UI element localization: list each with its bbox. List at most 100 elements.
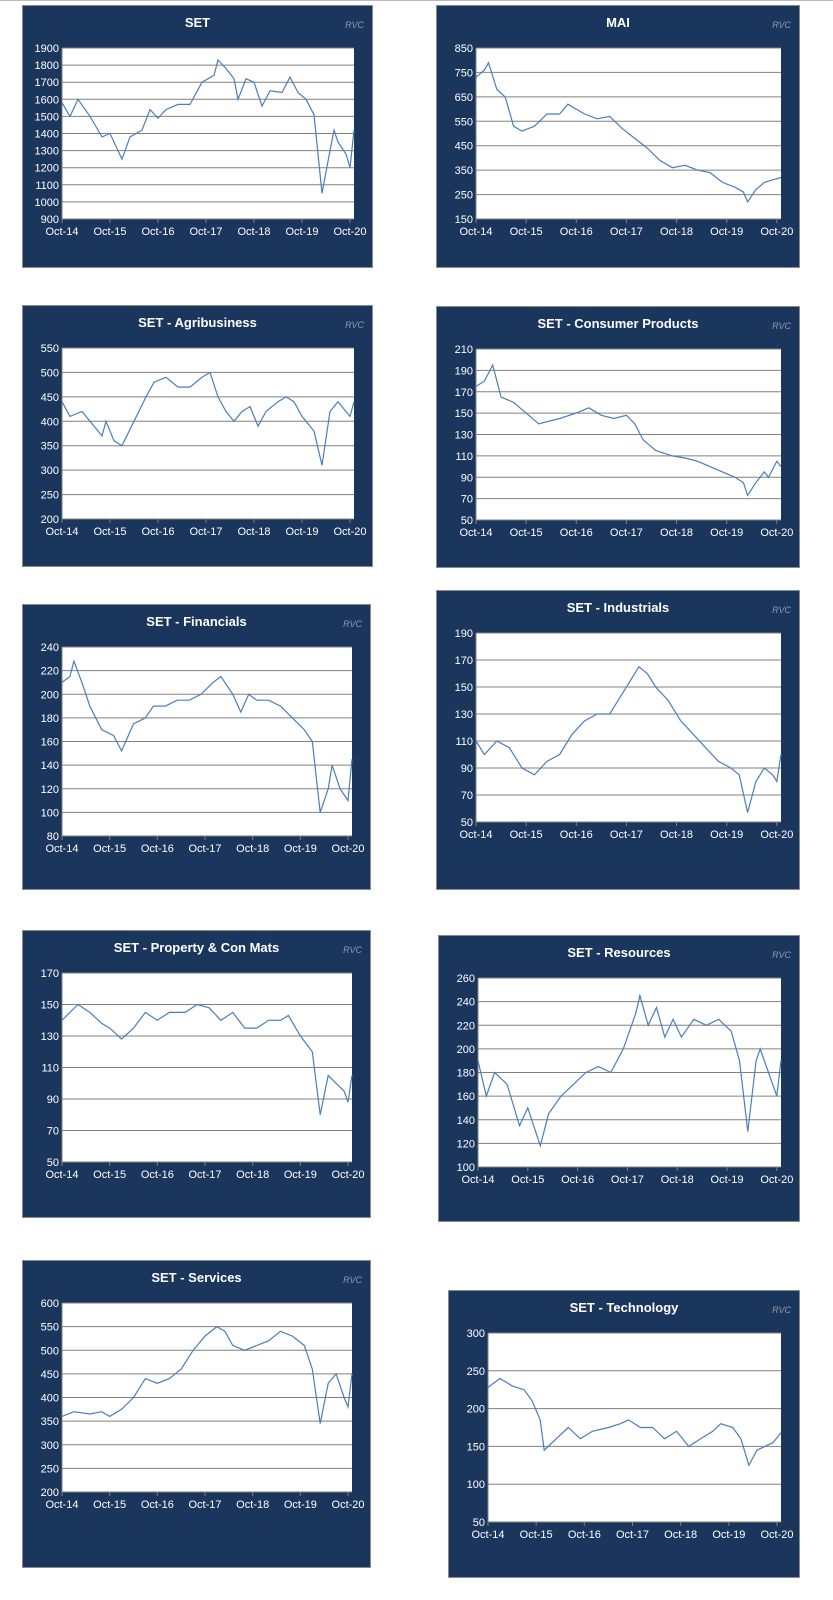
y-tick-label: 90 <box>461 763 473 775</box>
x-tick-label: Oct-17 <box>616 1529 649 1541</box>
chart-svg: 50 70 90 110 130 150 170 Oct-14 Oct-15 Oct-16 Oct-… <box>41 968 365 1181</box>
y-tick-label: 300 <box>41 1440 59 1452</box>
x-tick-label: Oct-15 <box>93 226 126 238</box>
y-tick-label: 140 <box>41 760 59 772</box>
series-line <box>475 61 782 204</box>
chart-panel: MAI RVC 150 250 350 450 550 650 750 850 Oct-14 Oct-… <box>436 5 800 268</box>
x-tick-label: Oct-20 <box>332 1169 365 1181</box>
y-tick-label: 180 <box>457 1068 475 1080</box>
watermark: RVC <box>772 605 791 615</box>
watermark: RVC <box>345 20 364 30</box>
chart-panel: SET - Financials RVC 80 100 120 140 160 180 200 2… <box>22 604 371 890</box>
x-tick-label: Oct-20 <box>332 1499 365 1511</box>
x-tick-label: Oct-19 <box>711 1174 744 1186</box>
x-tick-label: Oct-14 <box>459 226 492 238</box>
y-tick-label: 1600 <box>35 94 59 106</box>
x-tick-label: Oct-20 <box>333 226 366 238</box>
y-tick-label: 100 <box>467 1479 485 1491</box>
chart-svg: 50 70 90 110 130 150 170 190 210 Oct-14 Oct-15 Oct-… <box>455 344 794 539</box>
y-tick-label: 550 <box>455 116 473 128</box>
y-tick-label: 350 <box>41 1416 59 1428</box>
chart-title: SET - Financials <box>146 614 247 629</box>
x-tick-label: Oct-16 <box>560 829 593 841</box>
x-tick-label: Oct-17 <box>189 1499 222 1511</box>
x-tick-label: Oct-16 <box>561 1174 594 1186</box>
x-tick-label: Oct-18 <box>664 1529 697 1541</box>
chart-title: SET <box>184 15 211 30</box>
x-tick-label: Oct-19 <box>710 527 743 539</box>
y-tick-label: 140 <box>457 1115 475 1127</box>
y-tick-label: 250 <box>455 190 473 202</box>
y-tick-label: 550 <box>41 343 59 355</box>
x-tick-label: Oct-16 <box>141 526 174 538</box>
y-tick-label: 500 <box>41 367 59 379</box>
chart-svg: 200 250 300 350 400 450 500 550 600 Oct-14 Oct-15 O… <box>41 1298 365 1511</box>
plot-area <box>488 1333 781 1522</box>
y-tick-label: 50 <box>473 1517 485 1529</box>
x-tick-label: Oct-18 <box>236 843 269 855</box>
y-tick-label: 850 <box>455 43 473 55</box>
y-tick-label: 190 <box>455 628 473 640</box>
y-tick-label: 1200 <box>35 163 59 175</box>
chart-panel: SET - Agribusiness RVC 200 250 300 350 400 450 5… <box>22 305 373 567</box>
y-tick-label: 130 <box>41 1031 59 1043</box>
x-tick-label: Oct-15 <box>93 843 126 855</box>
x-tick-label: Oct-17 <box>189 226 222 238</box>
y-tick-label: 80 <box>47 831 59 843</box>
x-tick-label: Oct-17 <box>189 1169 222 1181</box>
chart-title: SET - Resources <box>567 945 671 960</box>
watermark: RVC <box>772 950 791 960</box>
y-tick-label: 600 <box>41 1298 59 1310</box>
series-line <box>487 1377 782 1467</box>
chart-panel: SET - Consumer Products RVC 50 70 90 110 130 15… <box>436 306 800 568</box>
x-tick-label: Oct-19 <box>285 526 318 538</box>
y-tick-label: 1000 <box>35 197 59 209</box>
y-tick-label: 210 <box>455 344 473 356</box>
y-tick-label: 250 <box>41 490 59 502</box>
y-tick-label: 190 <box>455 365 473 377</box>
x-tick-label: Oct-20 <box>760 527 793 539</box>
x-tick-label: Oct-15 <box>93 526 126 538</box>
series-line <box>477 993 782 1148</box>
y-tick-label: 400 <box>41 416 59 428</box>
x-tick-label: Oct-16 <box>141 843 174 855</box>
chart-panel: SET - Technology RVC 50 100 150 200 250 300 Oct-… <box>448 1290 800 1578</box>
x-tick-label: Oct-18 <box>660 226 693 238</box>
x-tick-label: Oct-20 <box>760 1174 793 1186</box>
y-tick-label: 70 <box>47 1126 59 1138</box>
y-tick-label: 150 <box>455 682 473 694</box>
x-tick-label: Oct-20 <box>760 1529 793 1541</box>
y-tick-label: 150 <box>467 1441 485 1453</box>
y-tick-label: 1900 <box>35 43 59 55</box>
series-line <box>61 659 353 813</box>
chart-svg: 900 1000 1100 1200 1300 1400 1500 1600 1700 1800 1… <box>35 43 367 238</box>
y-tick-label: 350 <box>455 165 473 177</box>
y-tick-label: 450 <box>455 141 473 153</box>
x-tick-label: Oct-19 <box>284 1169 317 1181</box>
y-tick-label: 180 <box>41 713 59 725</box>
y-tick-label: 120 <box>41 784 59 796</box>
y-tick-label: 200 <box>457 1044 475 1056</box>
x-tick-label: Oct-17 <box>610 527 643 539</box>
y-tick-label: 130 <box>455 430 473 442</box>
y-tick-label: 1100 <box>35 180 59 192</box>
chart-svg: 80 100 120 140 160 180 200 220 240 Oct-14 Oct-15 Oc… <box>41 642 365 855</box>
y-tick-label: 450 <box>41 392 59 404</box>
y-tick-label: 260 <box>457 973 475 985</box>
y-tick-label: 110 <box>41 1063 59 1075</box>
plot-area <box>476 633 781 822</box>
x-tick-label: Oct-14 <box>45 226 78 238</box>
x-tick-label: Oct-18 <box>660 829 693 841</box>
y-tick-label: 300 <box>41 465 59 477</box>
watermark: RVC <box>343 619 362 629</box>
x-tick-label: Oct-17 <box>189 843 222 855</box>
y-tick-label: 70 <box>461 494 473 506</box>
y-tick-label: 70 <box>461 790 473 802</box>
chart-title: SET - Agribusiness <box>138 315 257 330</box>
x-tick-label: Oct-14 <box>459 829 492 841</box>
series-line <box>475 363 782 497</box>
x-tick-label: Oct-19 <box>284 843 317 855</box>
x-tick-label: Oct-14 <box>461 1174 494 1186</box>
x-tick-label: Oct-16 <box>560 226 593 238</box>
chart-svg: 50 100 150 200 250 300 Oct-14 Oct-15 Oct-16 Oct-1… <box>467 1328 794 1541</box>
